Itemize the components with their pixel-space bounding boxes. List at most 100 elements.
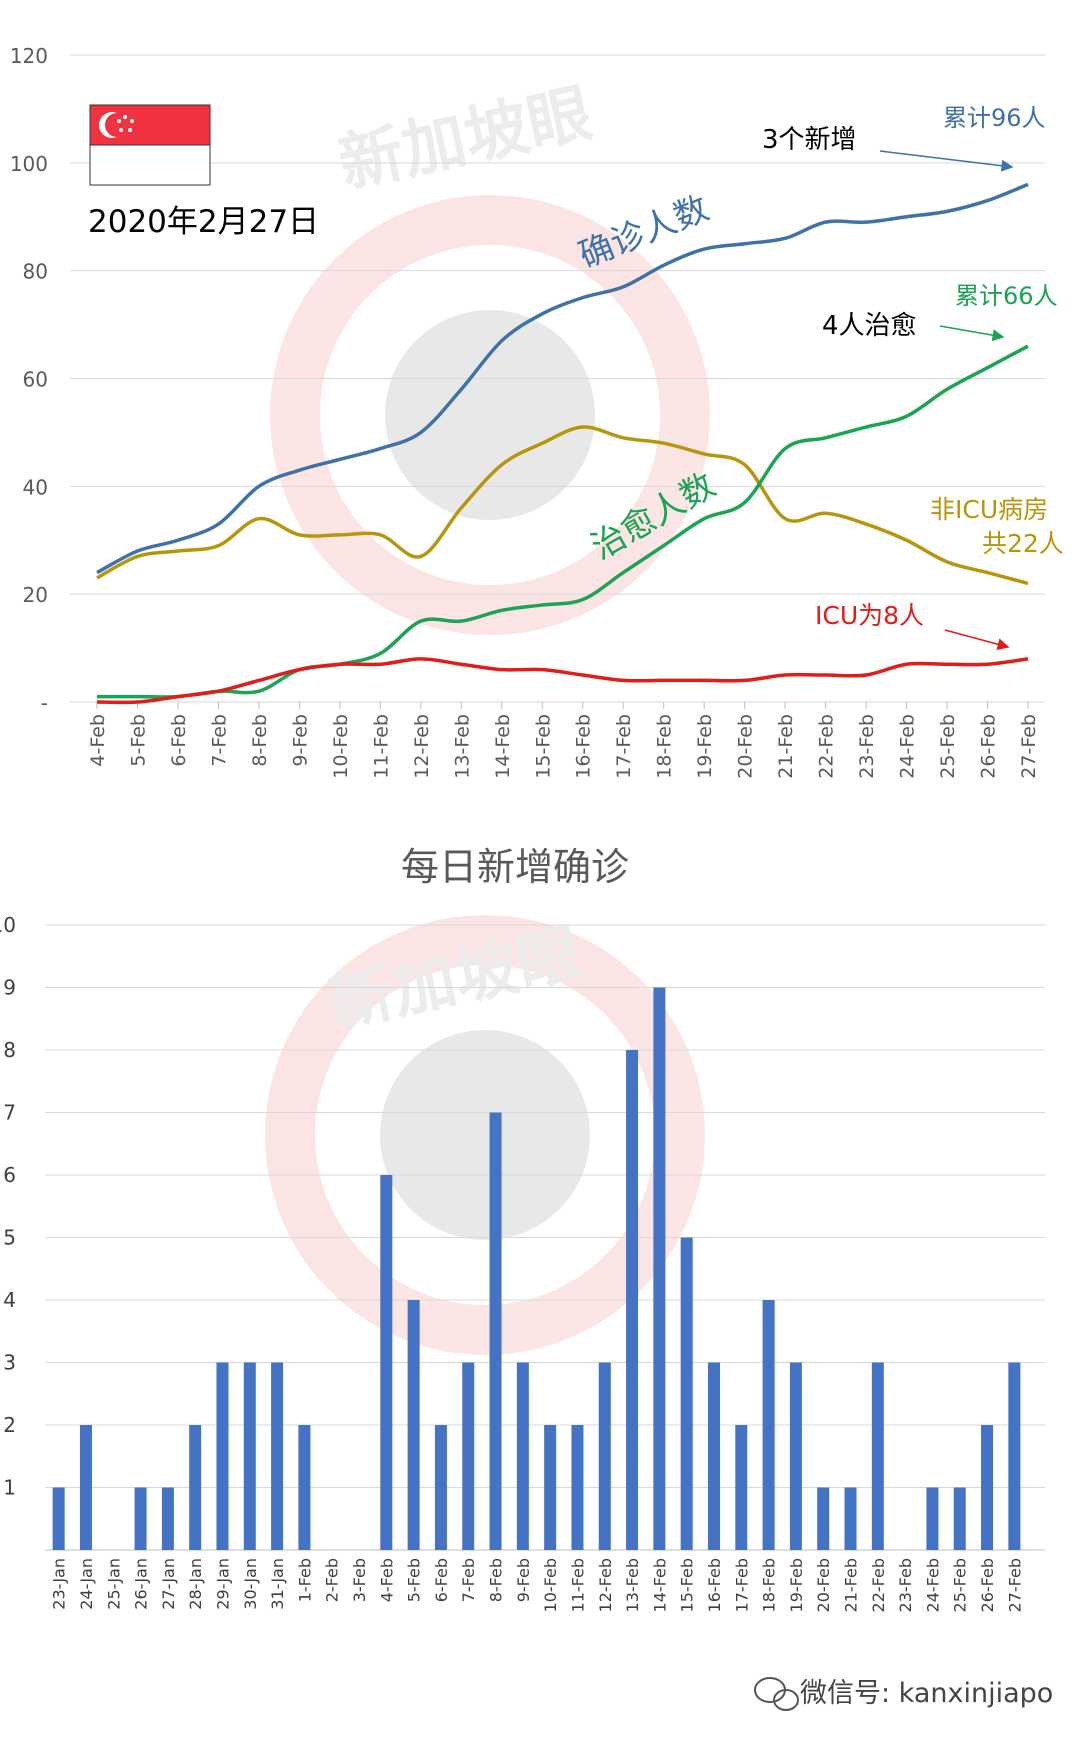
x-tick-label: 24-Jan	[77, 1558, 96, 1610]
gridlines	[70, 54, 1045, 703]
annotation-arrow	[939, 325, 1005, 342]
watermark-text: 新加坡眼	[333, 77, 599, 203]
bar	[161, 1487, 174, 1550]
series-line	[96, 425, 1029, 586]
y-tick-label: 1	[3, 1476, 16, 1500]
x-tick-label: 8-Feb	[249, 714, 271, 767]
icu-note: ICU为8人	[815, 601, 924, 630]
bar	[844, 1487, 857, 1550]
x-tick-label: 16-Feb	[705, 1558, 724, 1612]
singapore-flag-icon	[89, 104, 211, 186]
bar	[953, 1487, 966, 1550]
y-tick-label: 5	[3, 1226, 16, 1250]
x-tick-label: 22-Feb	[816, 714, 838, 779]
y-tick-label: 120	[10, 44, 48, 68]
x-tick-label: 10-Feb	[541, 1558, 560, 1612]
x-tick-label: 5-Feb	[405, 1558, 424, 1602]
watermark-logo: 新加坡眼	[265, 915, 705, 1355]
x-tick-label: 26-Feb	[978, 1558, 997, 1612]
bar	[707, 1362, 720, 1550]
bar	[598, 1362, 611, 1550]
y-tick-label: 3	[3, 1351, 16, 1375]
bar	[189, 1425, 202, 1550]
y-tick-label: 6	[3, 1163, 16, 1187]
x-tick-label: 20-Feb	[814, 1558, 833, 1612]
bar	[407, 1300, 420, 1550]
series-line	[96, 182, 1029, 575]
x-tick-label: 25-Feb	[951, 1558, 970, 1612]
x-tick-label: 6-Feb	[168, 714, 190, 767]
x-tick-label: 24-Feb	[923, 1558, 942, 1612]
bar	[298, 1425, 311, 1550]
bar	[680, 1237, 693, 1550]
x-tick-label: 26-Jan	[132, 1558, 151, 1610]
annotation-arrow	[879, 150, 1014, 172]
y-axis-ticks: - 20 40 60 80 100 120	[10, 44, 48, 715]
x-tick-label: 17-Feb	[613, 714, 635, 779]
bar	[571, 1425, 584, 1550]
bar	[981, 1425, 994, 1550]
x-tick-label: 21-Feb	[842, 1558, 861, 1612]
x-tick-label: 21-Feb	[775, 714, 797, 779]
y-tick-label: 40	[23, 475, 48, 499]
total-recovered-note: 累计66人	[955, 282, 1058, 310]
x-tick-label: 24-Feb	[897, 714, 919, 779]
bar	[516, 1362, 529, 1550]
y-tick-label: 7	[3, 1101, 16, 1125]
y-tick-label: 2	[3, 1413, 16, 1437]
series-line	[96, 657, 1029, 705]
x-tick-label: 13-Feb	[451, 714, 473, 779]
y-axis-ticks: 1 2 3 4 5 6 7 8 9 10	[0, 913, 16, 1500]
x-tick-label: 18-Feb	[654, 714, 676, 779]
x-tick-label: 15-Feb	[678, 1558, 697, 1612]
x-tick-label: 12-Feb	[596, 1558, 615, 1612]
x-tick-label: 31-Jan	[268, 1558, 287, 1610]
bar-chart: 每日新增确诊 1 2 3 4 5 6 7 8 9 10 23-Jan 24-Jan 25-Jan 26-…	[0, 845, 1045, 1612]
x-tick-label: 16-Feb	[573, 714, 595, 779]
x-axis-ticks: 4-Feb 5-Feb 6-Feb 7-Feb 8-Feb 9-Feb 10-Feb 11-F…	[87, 702, 1040, 779]
date-label: 2020年2月27日	[88, 204, 319, 240]
x-tick-label: 10-Feb	[330, 714, 352, 779]
bar	[434, 1425, 447, 1550]
bar	[271, 1362, 284, 1550]
x-tick-label: 3-Feb	[350, 1558, 369, 1602]
bar	[653, 987, 666, 1550]
x-tick-label: 8-Feb	[487, 1558, 506, 1602]
x-tick-label: 19-Feb	[694, 714, 716, 779]
bar	[817, 1487, 830, 1550]
x-tick-label: 6-Feb	[432, 1558, 451, 1602]
x-axis-ticks: 23-Jan 24-Jan 25-Jan 26-Jan 27-Jan 28-Jan 29-J…	[50, 1558, 1025, 1612]
x-tick-label: 23-Jan	[50, 1558, 69, 1610]
bar	[626, 1050, 639, 1550]
y-tick-label: 10	[0, 913, 16, 937]
x-tick-label: 27-Feb	[1005, 1558, 1024, 1612]
x-tick-label: 29-Jan	[213, 1558, 232, 1610]
x-tick-label: 4-Feb	[87, 714, 109, 767]
wechat-icon	[754, 1677, 799, 1711]
bar	[544, 1425, 557, 1550]
bar	[1008, 1362, 1021, 1550]
non-icu-note-line2: 共22人	[982, 529, 1064, 558]
new-cases-note: 3个新增	[762, 125, 857, 155]
bar	[735, 1425, 748, 1550]
bar	[134, 1487, 147, 1550]
y-tick-label: 20	[23, 583, 48, 607]
y-tick-label: -	[41, 691, 48, 715]
x-tick-label: 28-Jan	[186, 1558, 205, 1610]
x-tick-label: 2-Feb	[323, 1558, 342, 1602]
x-tick-label: 26-Feb	[978, 714, 1000, 779]
x-tick-label: 12-Feb	[411, 714, 433, 779]
x-tick-label: 5-Feb	[127, 714, 149, 767]
bar	[762, 1300, 775, 1550]
bar	[243, 1362, 256, 1550]
x-tick-label: 19-Feb	[787, 1558, 806, 1612]
x-tick-label: 25-Jan	[104, 1558, 123, 1610]
bar	[789, 1362, 802, 1550]
y-tick-label: 8	[3, 1038, 16, 1062]
x-tick-label: 27-Jan	[159, 1558, 178, 1610]
series-line	[97, 344, 1029, 699]
x-tick-label: 20-Feb	[735, 714, 757, 779]
x-tick-label: 23-Feb	[856, 714, 878, 779]
x-tick-label: 25-Feb	[937, 714, 959, 779]
